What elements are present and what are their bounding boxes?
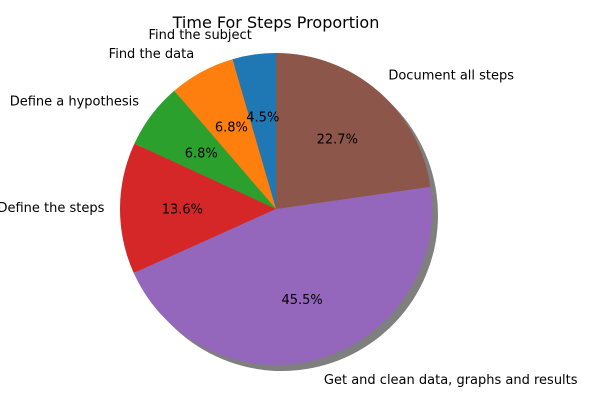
slice-define-the-steps [120,143,276,274]
slice-find-the-data [174,59,276,209]
slice-pct-define-a-hypothesis: 6.8% [185,147,218,162]
slice-label-get-and-clean-data-graphs-and-results: Get and clean data, graphs and results [324,373,578,388]
slice-label-define-a-hypothesis: Define a hypothesis [10,95,140,110]
slice-pct-document-all-steps: 22.7% [317,132,358,147]
pie-slices [120,53,432,365]
slice-define-a-hypothesis [134,90,276,209]
slice-pct-define-the-steps: 13.6% [162,203,203,218]
slice-label-document-all-steps: Document all steps [388,68,514,83]
slice-label-find-the-data: Find the data [109,47,195,62]
slice-find-the-subject [232,53,276,209]
slice-pct-get-and-clean-data-graphs-and-results: 45.5% [281,293,322,308]
slice-label-find-the-subject: Find the subject [148,28,251,43]
slice-get-and-clean-data-graphs-and-results [133,186,432,365]
pie-labels: Find the subject 4.5% Find the data 6.8% Def… [0,28,578,388]
chart-title: Time For Steps Proportion [172,13,380,32]
slice-document-all-steps [276,53,431,209]
slice-label-define-the-steps: Define the steps [0,201,105,216]
slice-pct-find-the-subject: 4.5% [246,110,279,125]
slice-pct-find-the-data: 6.8% [215,121,248,136]
